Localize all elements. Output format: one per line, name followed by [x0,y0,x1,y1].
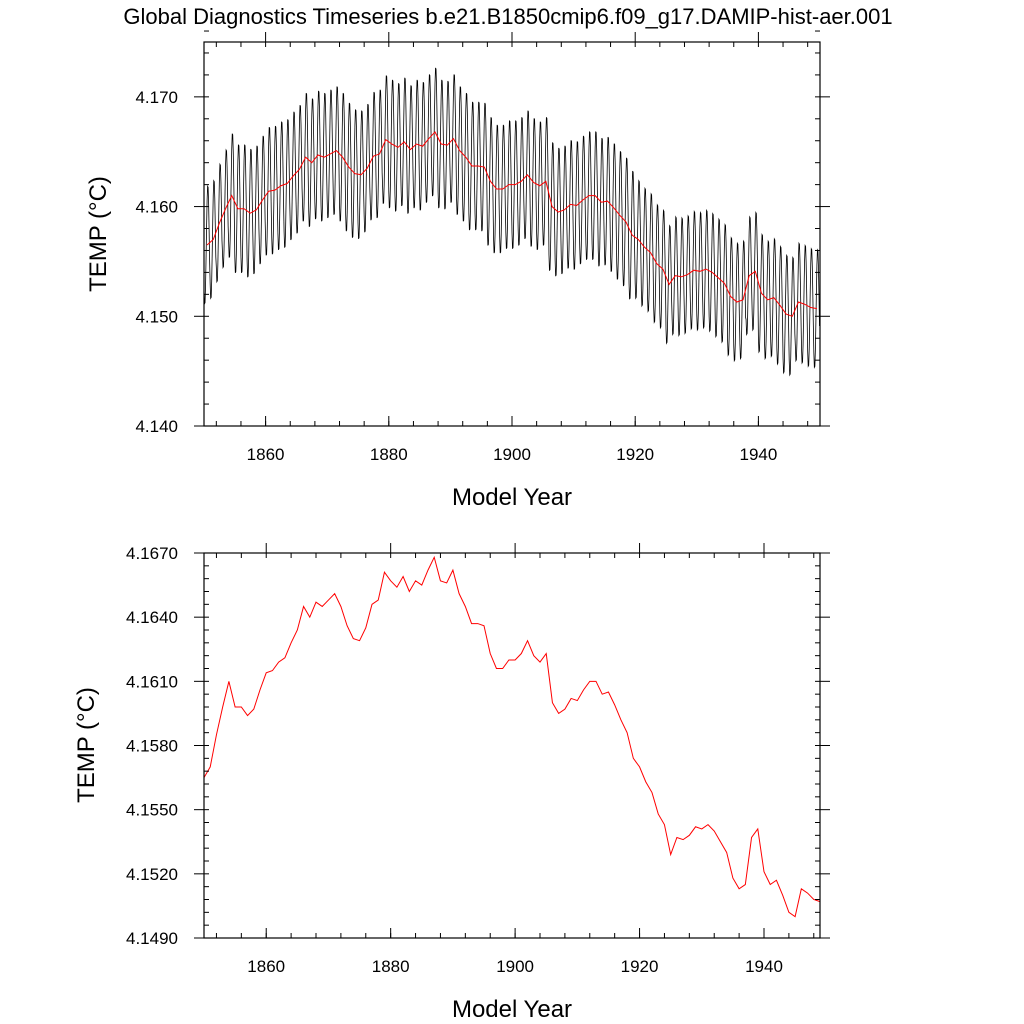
bottom-x-tick-label: 1880 [372,957,410,976]
top-x-tick-label: 1940 [739,445,777,464]
top-panel-xlabel: Model Year [452,484,572,511]
top-y-tick-label: 4.140 [135,417,178,436]
bottom-x-tick-label: 1860 [247,957,285,976]
top-x-tick-label: 1860 [247,445,285,464]
top-panel-ylabel: TEMP (°C) [85,176,112,292]
top-y-tick-label: 4.150 [135,307,178,326]
bottom-y-tick-label: 4.1640 [126,608,178,627]
top-y-tick-label: 4.170 [135,88,178,107]
figure-title: Global Diagnostics Timeseries b.e21.B185… [123,4,892,29]
top-x-tick-label: 1880 [370,445,408,464]
bottom-y-tick-label: 4.1490 [126,929,178,948]
bottom-panel-xlabel: Model Year [452,996,572,1023]
top-x-tick-label: 1900 [493,445,531,464]
bottom-x-tick-label: 1940 [745,957,783,976]
top-x-tick-label: 1920 [616,445,654,464]
bottom-panel-ylabel: TEMP (°C) [73,687,100,803]
bottom-y-tick-label: 4.1520 [126,865,178,884]
top-annual-series-line [206,131,818,317]
top-panel: 1860 1880 1900 1920 1940 4.140 4.150 4.160 4.170… [85,30,830,511]
bottom-panel-ticks: 1860 1880 1900 1920 1940 4.1490 4.1520 4.1550 4.… [126,543,830,976]
top-panel-ticks: 1860 1880 1900 1920 1940 4.140 4.150 4.160 4.170 [135,30,830,464]
bottom-x-tick-label: 1900 [496,957,534,976]
bottom-y-tick-label: 4.1580 [126,737,178,756]
bottom-annual-series-line [203,555,821,918]
bottom-y-tick-label: 4.1550 [126,801,178,820]
bottom-panel-series [203,555,821,918]
bottom-x-tick-label: 1920 [621,957,659,976]
top-panel-series [203,67,820,377]
bottom-y-tick-label: 4.1670 [126,544,178,563]
top-monthly-series-line [203,67,820,377]
top-y-tick-label: 4.160 [135,198,178,217]
bottom-panel-frame [203,552,821,939]
bottom-panel: 1860 1880 1900 1920 1940 4.1490 4.1520 4.1550 4.… [73,543,830,1023]
bottom-y-tick-label: 4.1610 [126,672,178,691]
